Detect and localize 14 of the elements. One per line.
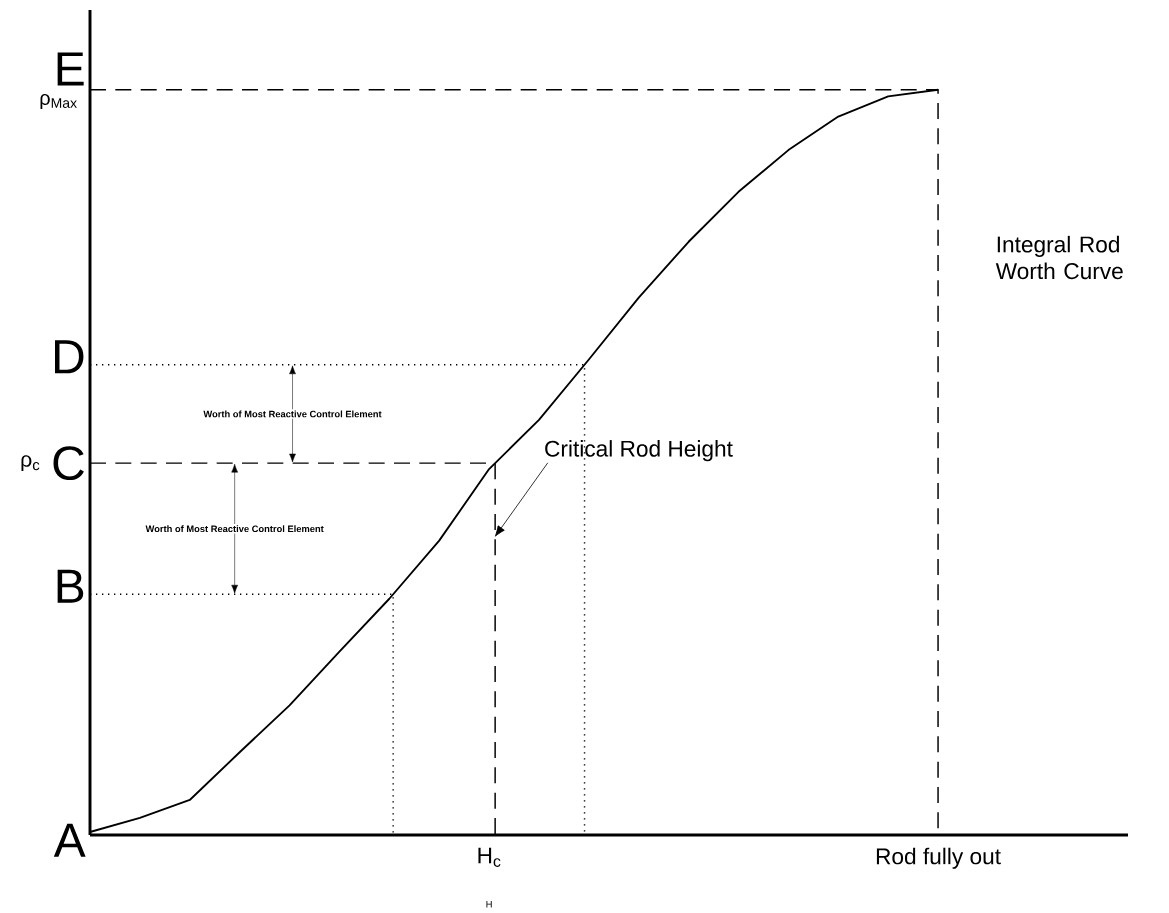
x-axis-title: H [486,901,492,908]
text: Integral Rod Worth Curve [995,235,1123,280]
annotation: Critical Rod Height [545,440,733,462]
ref-line-label: C [53,446,84,481]
ref-line-label: B [57,569,84,603]
text: A [53,823,86,857]
annotation: Worth of Most Reactive Control Element [203,410,382,418]
annotation: Worth of Most Reactive Control Element [145,525,324,533]
text: ρ$_{Max}$ [40,94,77,109]
x-tick-label: Rod fully out [876,847,1001,869]
ref-line-label: E [57,52,84,86]
text: ρ$_{c}$ [21,455,40,472]
x-tick-label: H$_{c}$ [478,847,501,867]
ref-line-label: D [55,340,84,374]
